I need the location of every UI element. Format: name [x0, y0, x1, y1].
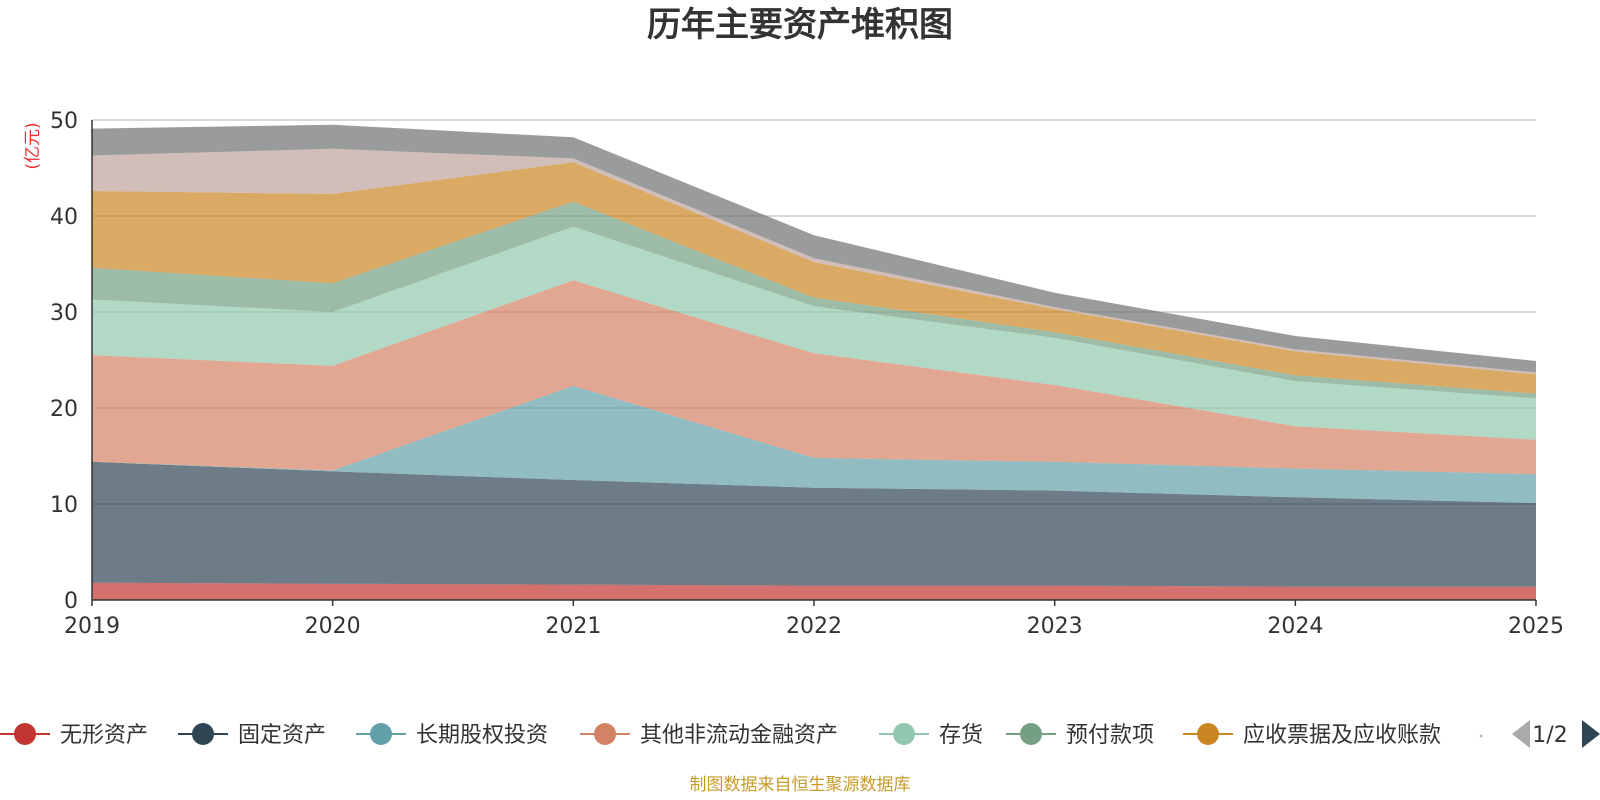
legend-label: 其他非流动金融资产 — [640, 723, 838, 748]
legend-pager: 1/2 — [1512, 720, 1600, 748]
x-tick-label: 2022 — [786, 614, 842, 639]
area-存货 — [92, 226, 1536, 440]
data-source-note: 制图数据来自恒生聚源数据库 — [690, 775, 911, 795]
area-其他非流动金融资产 — [92, 280, 1536, 475]
area-长期股权投资 — [92, 385, 1536, 503]
legend-item[interactable]: 存货 — [879, 723, 983, 748]
legend-marker-icon — [1020, 723, 1042, 745]
chart-title: 历年主要资产堆积图 — [647, 5, 953, 45]
area-预付款项 — [92, 201, 1536, 399]
y-tick-label: 40 — [50, 205, 78, 230]
legend-marker-icon — [594, 723, 616, 745]
x-tick-label: 2024 — [1267, 614, 1323, 639]
legend-label: 存货 — [939, 723, 983, 748]
legend-marker-icon — [370, 723, 392, 745]
area-应收票据及应收账款 — [92, 162, 1536, 394]
legend-marker-icon — [192, 723, 214, 745]
area-series — [92, 124, 1536, 600]
legend-label: 长期股权投资 — [416, 723, 548, 748]
legend-marker-icon — [14, 723, 36, 745]
x-tick-label: 2021 — [545, 614, 601, 639]
area-固定资产 — [92, 461, 1536, 587]
y-tick-label: 30 — [50, 301, 78, 326]
x-tick-label: 2020 — [305, 614, 361, 639]
area-其他系列9 — [92, 124, 1536, 373]
legend-item[interactable]: 固定资产 — [178, 723, 326, 748]
y-tick-label: 0 — [64, 589, 78, 614]
legend-marker-icon — [893, 723, 915, 745]
legend-marker-icon — [1197, 723, 1219, 745]
legend-overflow-dot-icon — [1479, 734, 1483, 738]
next-page-icon[interactable] — [1582, 720, 1600, 748]
y-tick-label: 20 — [50, 397, 78, 422]
x-tick-label: 2025 — [1508, 614, 1564, 639]
legend-page-indicator: 1/2 — [1532, 723, 1567, 748]
area-无形资产 — [92, 582, 1536, 600]
legend-item[interactable]: 长期股权投资 — [356, 723, 548, 748]
y-tick-label: 50 — [50, 109, 78, 134]
legend-label: 预付款项 — [1066, 723, 1154, 748]
legend-item[interactable]: 无形资产 — [0, 723, 148, 748]
x-tick-label: 2023 — [1027, 614, 1083, 639]
legend-label: 应收票据及应收账款 — [1243, 723, 1441, 748]
prev-page-icon[interactable] — [1512, 720, 1530, 748]
legend: 无形资产 固定资产 长期股权投资 其他非流动金融资产 存货 预付款项 应收票据及应收账款 — [0, 723, 1483, 748]
legend-item[interactable]: 其他非流动金融资产 — [580, 723, 838, 748]
legend-label: 无形资产 — [60, 723, 148, 748]
area-其他系列8 — [92, 148, 1536, 375]
legend-item[interactable]: 预付款项 — [1006, 723, 1154, 748]
legend-label: 固定资产 — [238, 723, 326, 748]
y-tick-label: 10 — [50, 493, 78, 518]
y-axis-unit: (亿元) — [23, 122, 43, 169]
axes: 0 10 20 30 40 50 2019 2020 2021 2022 2023 2024 2025 — [50, 109, 1564, 639]
x-tick-label: 2019 — [64, 614, 120, 639]
legend-item[interactable]: 应收票据及应收账款 — [1183, 723, 1441, 748]
